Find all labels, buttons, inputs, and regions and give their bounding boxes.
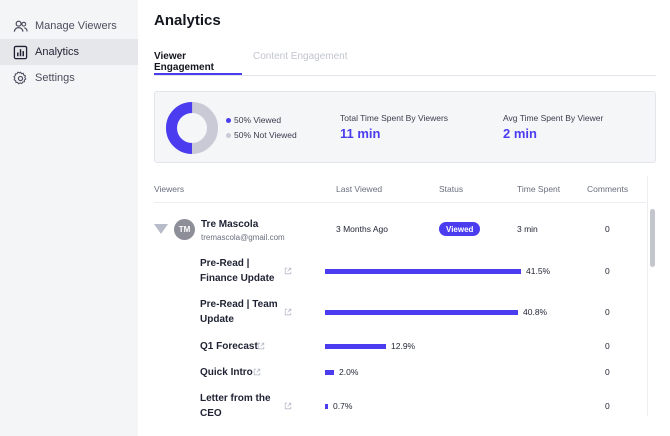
donut-viewed-slice — [166, 102, 218, 154]
avg-time-value: 2 min — [503, 126, 537, 141]
document-percent: 40.8% — [523, 307, 548, 317]
page-title: Analytics — [154, 12, 221, 29]
document-comments: 0 — [605, 266, 610, 276]
sidebar-item-analytics[interactable]: Analytics — [0, 39, 138, 65]
tab-viewer-engagement[interactable]: Viewer Engagement — [154, 51, 242, 75]
viewer-comments: 0 — [605, 224, 610, 234]
users-icon — [13, 19, 28, 34]
analytics-icon — [13, 45, 28, 60]
sidebar-item-label: Settings — [35, 72, 75, 84]
tab-content-engagement[interactable]: Content Engagement — [253, 51, 348, 62]
tab-bar: Viewer Engagement Content Engagement — [154, 50, 656, 76]
sidebar: Manage Viewers Analytics Settings — [0, 0, 138, 436]
document-comments: 0 — [605, 307, 610, 317]
scrollbar-thumb[interactable] — [650, 209, 655, 267]
document-comments: 0 — [605, 367, 610, 377]
legend-dot — [226, 117, 231, 123]
document-progress-bar — [325, 310, 518, 315]
document-title[interactable]: Letter from the CEO — [200, 393, 271, 416]
document-percent: 2.0% — [339, 367, 359, 377]
column-header-viewers[interactable]: Viewers — [154, 184, 185, 194]
gear-icon — [13, 71, 28, 86]
viewer-name: Tre Mascola — [201, 219, 259, 230]
total-time-label: Total Time Spent By Viewers — [340, 113, 449, 123]
expand-caret-icon[interactable] — [154, 224, 168, 234]
column-header-status[interactable]: Status — [439, 184, 464, 194]
viewer-time-spent: 3 min — [517, 224, 538, 234]
document-title[interactable]: Q1 Forecast — [200, 341, 258, 352]
document-percent: 41.5% — [526, 266, 551, 276]
sidebar-item-manage-viewers[interactable]: Manage Viewers — [0, 13, 138, 39]
document-progress-bar — [325, 370, 334, 375]
external-link-icon[interactable] — [257, 342, 265, 350]
viewer-email: tremascola@gmail.com — [201, 233, 285, 242]
legend-label: 50% Viewed — [234, 115, 282, 125]
document-progress-bar — [325, 344, 386, 349]
table-scrollbar[interactable] — [647, 176, 656, 416]
document-comments: 0 — [605, 341, 610, 351]
main-content: Analytics Viewer Engagement Content Enga… — [138, 0, 670, 436]
document-percent: 12.9% — [391, 341, 416, 351]
column-header-time-spent[interactable]: Time Spent — [517, 184, 561, 194]
external-link-icon[interactable] — [284, 308, 292, 316]
document-progress-bar — [325, 404, 328, 409]
summary-card: 50% Viewed 50% Not Viewed Total Time Spe… — [154, 91, 656, 163]
avg-time-label: Avg Time Spent By Viewer — [503, 113, 604, 123]
viewers-table: Viewers Last Viewed Status Time Spent Co… — [154, 176, 654, 416]
column-header-last-viewed[interactable]: Last Viewed — [336, 184, 383, 194]
document-title[interactable]: Pre-Read | Team Update — [200, 299, 278, 325]
status-badge: Viewed — [439, 222, 481, 236]
legend-label: 50% Not Viewed — [234, 130, 297, 140]
total-time-value: 11 min — [340, 126, 381, 141]
viewer-last-viewed: 3 Months Ago — [336, 224, 388, 234]
viewed-donut-chart — [166, 102, 218, 154]
document-comments: 0 — [605, 401, 610, 411]
sidebar-item-settings[interactable]: Settings — [0, 65, 138, 91]
sidebar-item-label: Manage Viewers — [35, 20, 117, 32]
sidebar-item-label: Analytics — [35, 46, 80, 58]
legend-not-viewed: 50% Not Viewed — [226, 130, 297, 140]
document-percent: 0.7% — [333, 401, 353, 411]
header-divider — [154, 202, 646, 203]
legend-viewed: 50% Viewed — [226, 115, 281, 125]
column-header-comments[interactable]: Comments — [587, 184, 629, 194]
avatar: TM — [174, 219, 195, 240]
legend-dot — [226, 132, 231, 138]
external-link-icon[interactable] — [284, 402, 292, 410]
external-link-icon[interactable] — [284, 267, 292, 275]
document-progress-bar — [325, 269, 521, 274]
external-link-icon[interactable] — [253, 368, 261, 376]
document-title[interactable]: Quick Intro — [200, 367, 253, 378]
document-title[interactable]: Pre-Read | Finance Update — [200, 258, 275, 284]
